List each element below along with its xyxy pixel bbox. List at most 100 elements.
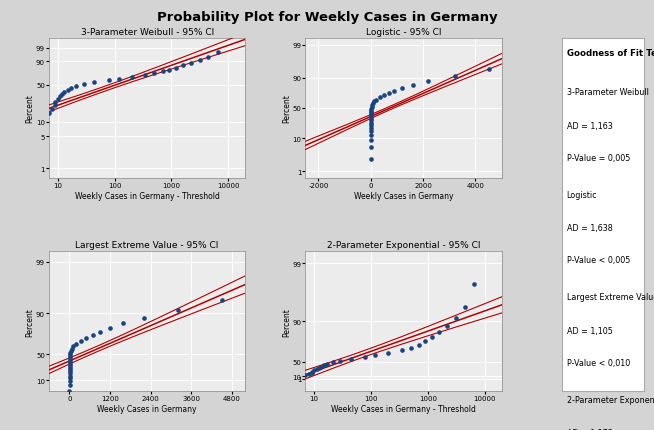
Point xyxy=(366,132,376,139)
Point xyxy=(65,354,75,361)
Text: Probability Plot for Weekly Cases in Germany: Probability Plot for Weekly Cases in Ger… xyxy=(157,11,497,24)
Point xyxy=(203,54,214,61)
Title: 2-Parameter Exponential - 95% CI: 2-Parameter Exponential - 95% CI xyxy=(327,240,480,249)
Point xyxy=(284,277,294,284)
Point xyxy=(64,378,75,385)
Point xyxy=(366,116,376,123)
Point xyxy=(322,361,332,368)
Point xyxy=(366,108,377,115)
Title: Largest Extreme Value - 95% CI: Largest Extreme Value - 95% CI xyxy=(75,240,219,249)
Point xyxy=(216,297,227,304)
Point xyxy=(366,126,376,132)
Point xyxy=(434,329,445,336)
Point xyxy=(76,338,86,345)
Point xyxy=(369,99,379,106)
Point xyxy=(65,370,75,377)
Point xyxy=(186,61,196,68)
Point xyxy=(30,131,41,138)
Point xyxy=(366,114,377,120)
Point xyxy=(420,338,430,345)
Point xyxy=(313,365,324,372)
Point xyxy=(360,354,370,361)
Point xyxy=(423,78,434,85)
Point xyxy=(366,106,377,113)
Point xyxy=(483,66,494,73)
Point xyxy=(306,369,317,375)
Point xyxy=(414,341,424,348)
Point xyxy=(319,362,330,369)
Point xyxy=(300,372,311,378)
Point xyxy=(311,366,322,373)
Point xyxy=(65,362,75,369)
Text: 3-Parameter Weibull: 3-Parameter Weibull xyxy=(567,88,649,97)
Point xyxy=(50,99,60,106)
Text: P-Value < 0,005: P-Value < 0,005 xyxy=(567,255,630,264)
Point xyxy=(286,374,297,381)
Point xyxy=(303,370,314,377)
Point xyxy=(164,67,174,74)
Text: AD = 1,105: AD = 1,105 xyxy=(567,326,613,335)
Point xyxy=(296,372,307,379)
Point xyxy=(367,102,377,109)
Point xyxy=(13,149,24,156)
X-axis label: Weekly Cases in Germany: Weekly Cases in Germany xyxy=(97,404,197,413)
Point xyxy=(65,348,76,355)
Point xyxy=(64,382,75,389)
Point xyxy=(213,49,223,56)
Point xyxy=(370,352,381,359)
Point xyxy=(345,356,356,362)
Point xyxy=(195,58,205,64)
Point xyxy=(65,366,75,373)
Point xyxy=(40,115,50,122)
Point xyxy=(55,94,65,101)
Point xyxy=(366,110,377,117)
Point xyxy=(442,323,453,330)
Text: Logistic: Logistic xyxy=(567,190,597,199)
Point xyxy=(79,81,90,88)
Point xyxy=(68,343,78,350)
Point xyxy=(173,307,183,314)
Point xyxy=(375,95,385,101)
Point xyxy=(327,359,337,366)
Point xyxy=(126,74,137,81)
Point xyxy=(65,350,76,357)
Point xyxy=(379,93,389,100)
Point xyxy=(65,356,75,363)
Point xyxy=(371,97,381,104)
Point xyxy=(536,54,546,61)
Point xyxy=(64,388,75,395)
X-axis label: Weekly Cases in Germany - Threshold: Weekly Cases in Germany - Threshold xyxy=(331,404,476,413)
Point xyxy=(366,157,376,163)
Text: Goodness of Fit Test: Goodness of Fit Test xyxy=(567,49,654,58)
Text: Largest Extreme Value: Largest Extreme Value xyxy=(567,292,654,301)
Point xyxy=(292,373,302,380)
Point xyxy=(65,85,76,92)
Text: AD = 1,173: AD = 1,173 xyxy=(567,428,613,430)
Point xyxy=(71,341,81,347)
Point xyxy=(89,80,99,86)
Point xyxy=(149,71,160,77)
Point xyxy=(65,368,75,375)
Point xyxy=(71,83,81,90)
Point xyxy=(384,90,394,97)
Point xyxy=(65,360,75,367)
X-axis label: Weekly Cases in Germany: Weekly Cases in Germany xyxy=(354,191,453,200)
Text: P-Value = 0,005: P-Value = 0,005 xyxy=(567,153,630,162)
Text: AD = 1,163: AD = 1,163 xyxy=(567,122,613,131)
Point xyxy=(368,101,378,108)
Point xyxy=(397,85,407,92)
X-axis label: Weekly Cases in Germany - Threshold: Weekly Cases in Germany - Threshold xyxy=(75,191,220,200)
Point xyxy=(35,122,46,129)
Point xyxy=(95,329,105,335)
Point xyxy=(366,123,376,129)
Point xyxy=(366,112,377,119)
Point xyxy=(366,137,376,144)
Point xyxy=(171,65,181,72)
Point xyxy=(47,106,58,113)
Point xyxy=(366,104,377,111)
Point xyxy=(269,375,280,382)
Point xyxy=(389,88,400,95)
Point xyxy=(103,78,114,85)
Point xyxy=(366,118,376,125)
Point xyxy=(427,334,438,341)
